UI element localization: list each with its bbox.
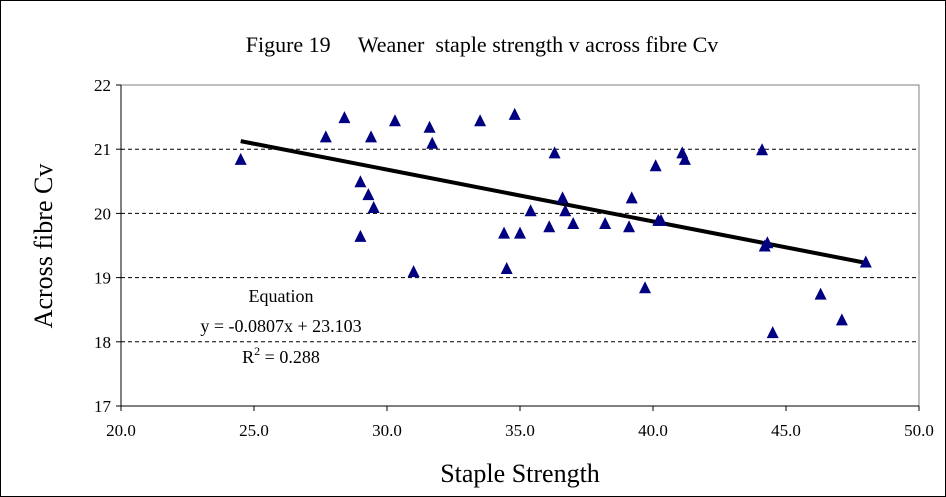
y-tick-label-3: 20 [94, 204, 111, 223]
y-tick-label-1: 18 [94, 333, 111, 352]
data-point-3 [354, 175, 367, 188]
data-point-32 [756, 143, 769, 156]
x-tick-label-6: 50.0 [904, 421, 934, 440]
x-tick-labels: 20.0 25.0 30.0 35.0 40.0 45.0 50.0 [106, 421, 934, 440]
data-point-38 [859, 255, 872, 268]
x-tick-label-4: 40.0 [638, 421, 668, 440]
data-point-9 [407, 265, 420, 278]
y-tick-labels: 17 18 19 20 21 22 [94, 76, 112, 416]
trendline-group [240, 139, 867, 265]
y-tick-label-5: 22 [94, 76, 111, 95]
data-point-16 [514, 226, 526, 239]
y-tick-label-2: 19 [94, 269, 111, 288]
data-point-10 [423, 120, 436, 133]
data-point-37 [835, 313, 848, 326]
equation-heading: Equation [249, 286, 314, 306]
x-tick-label-5: 45.0 [771, 421, 801, 440]
data-point-26 [639, 281, 652, 294]
data-point-5 [362, 188, 375, 201]
equation-text: y = -0.0807x + 23.103 [200, 316, 361, 336]
data-point-7 [367, 200, 380, 213]
data-point-20 [556, 191, 569, 204]
data-point-13 [498, 226, 511, 239]
x-tick-label-3: 35.0 [505, 421, 535, 440]
data-point-8 [388, 114, 401, 127]
data-point-17 [524, 204, 537, 217]
data-point-2 [338, 111, 351, 124]
data-point-29 [654, 213, 667, 226]
y-tick-label-0: 17 [94, 397, 112, 416]
axes [116, 84, 920, 411]
y-tick-label-4: 21 [94, 140, 111, 159]
data-point-14 [500, 261, 513, 274]
data-point-21 [559, 204, 572, 217]
x-tick-label-0: 20.0 [106, 421, 136, 440]
r-squared-text: R2 = 0.288 [242, 344, 320, 367]
data-point-0 [234, 152, 247, 165]
data-point-24 [623, 220, 636, 233]
data-points [234, 107, 872, 339]
x-tick-label-1: 25.0 [239, 421, 269, 440]
data-point-11 [426, 136, 439, 149]
y-axis-label: Across fibre Cv [29, 164, 58, 329]
gridlines [121, 148, 919, 343]
data-point-34 [761, 236, 774, 249]
data-point-27 [649, 159, 662, 172]
plot-area [120, 84, 920, 407]
trendline [240, 139, 867, 265]
data-point-18 [543, 220, 556, 233]
x-axis-label: Staple Strength [440, 459, 600, 488]
data-point-12 [474, 114, 487, 127]
data-point-4 [354, 229, 367, 242]
data-point-15 [508, 107, 521, 120]
x-tick-label-2: 30.0 [372, 421, 402, 440]
data-point-6 [365, 130, 378, 143]
data-point-1 [319, 130, 332, 143]
data-point-35 [766, 326, 779, 339]
data-point-31 [678, 152, 691, 165]
data-point-23 [599, 217, 612, 230]
data-point-36 [814, 287, 827, 300]
data-point-25 [625, 191, 638, 204]
chart-title: Figure 19 Weaner staple strength v acros… [246, 32, 719, 57]
data-point-22 [567, 217, 580, 230]
data-point-19 [548, 146, 561, 159]
